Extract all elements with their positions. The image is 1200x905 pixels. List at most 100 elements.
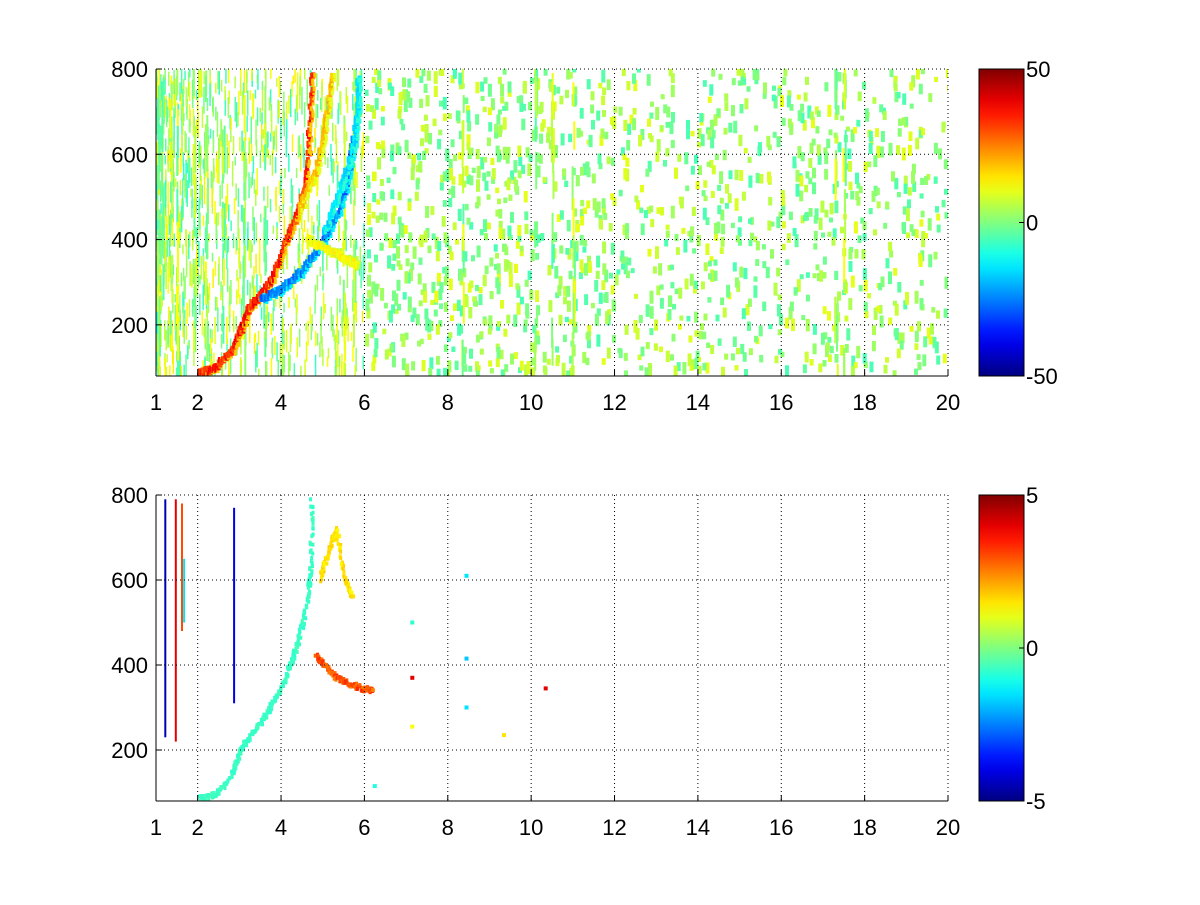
heatmap-cell bbox=[776, 267, 781, 277]
heatmap-cell bbox=[451, 346, 456, 353]
heatmap-cell bbox=[328, 95, 332, 101]
heatmap-cell bbox=[209, 83, 211, 106]
heatmap-cell bbox=[257, 330, 260, 346]
heatmap-cell bbox=[296, 72, 299, 96]
isolated-point bbox=[543, 686, 548, 691]
heatmap-cell bbox=[158, 283, 160, 300]
heatmap-cell bbox=[907, 199, 911, 209]
heatmap-cell bbox=[310, 137, 314, 143]
heatmap-cell bbox=[944, 276, 948, 289]
heatmap-cell bbox=[261, 86, 264, 112]
heatmap-cell bbox=[279, 81, 281, 95]
heatmap-cell bbox=[368, 262, 373, 273]
heatmap-cell bbox=[885, 258, 890, 269]
heatmap-cell bbox=[785, 259, 790, 266]
heatmap-cell bbox=[273, 290, 278, 297]
heatmap-cell bbox=[270, 700, 274, 705]
heatmap-cell bbox=[260, 213, 262, 223]
heatmap-cell bbox=[797, 110, 802, 122]
heatmap-cell bbox=[255, 119, 257, 146]
heatmap-cell bbox=[250, 729, 254, 734]
heatmap-cell bbox=[439, 282, 444, 293]
heatmap-cell bbox=[812, 324, 817, 335]
heatmap-cell bbox=[212, 268, 214, 289]
heatmap-cell bbox=[195, 89, 198, 100]
heatmap-cell bbox=[614, 274, 619, 286]
heatmap-cell bbox=[330, 158, 333, 176]
heatmap-cell bbox=[159, 296, 161, 321]
heatmap-cell bbox=[318, 200, 321, 227]
heatmap-cell bbox=[718, 73, 723, 80]
heatmap-cell bbox=[195, 119, 198, 134]
heatmap-cell bbox=[814, 208, 819, 220]
heatmap-cell bbox=[803, 92, 808, 102]
heatmap-cell bbox=[610, 285, 615, 295]
heatmap-cell bbox=[377, 70, 382, 80]
heatmap-cell bbox=[659, 125, 664, 131]
heatmap-cell bbox=[424, 129, 429, 143]
heatmap-cell bbox=[479, 348, 484, 355]
heatmap-cell bbox=[697, 365, 702, 374]
heatmap-cell bbox=[236, 759, 240, 764]
heatmap-cell bbox=[276, 227, 278, 240]
heatmap-cell bbox=[623, 352, 628, 361]
heatmap-cell bbox=[488, 325, 493, 332]
heatmap-cell bbox=[409, 269, 413, 282]
heatmap-cell bbox=[896, 348, 901, 359]
heatmap-cell bbox=[384, 233, 389, 242]
heatmap-cell bbox=[309, 108, 314, 115]
heatmap-cell bbox=[415, 314, 420, 326]
heatmap-cell bbox=[848, 161, 852, 172]
heatmap-cell bbox=[338, 207, 343, 214]
heatmap-cell bbox=[215, 106, 217, 121]
heatmap-cell bbox=[252, 156, 255, 174]
heatmap-cell bbox=[800, 103, 805, 112]
heatmap-cell bbox=[325, 561, 329, 566]
heatmap-cell bbox=[478, 287, 483, 294]
heatmap-cell bbox=[219, 185, 221, 207]
heatmap-cell bbox=[162, 219, 165, 257]
heatmap-cell bbox=[295, 650, 299, 654]
heatmap-cell bbox=[374, 98, 379, 110]
heatmap-cell bbox=[299, 144, 302, 172]
heatmap-cell bbox=[352, 125, 357, 131]
heatmap-cell bbox=[300, 207, 304, 213]
heatmap-cell bbox=[302, 133, 305, 158]
heatmap-cell bbox=[332, 673, 336, 678]
heatmap-cell bbox=[462, 241, 465, 273]
heatmap-cell bbox=[219, 134, 221, 155]
heatmap-cell bbox=[755, 172, 760, 184]
heatmap-cell bbox=[264, 206, 267, 247]
heatmap-cell bbox=[267, 131, 269, 148]
heatmap-cell bbox=[161, 296, 163, 307]
heatmap-cell bbox=[284, 680, 288, 685]
heatmap-cell bbox=[375, 82, 380, 93]
heatmap-cell bbox=[180, 210, 182, 233]
heatmap-cell bbox=[464, 203, 469, 211]
heatmap-cell bbox=[285, 665, 289, 670]
heatmap-cell bbox=[894, 177, 899, 190]
heatmap-cell bbox=[896, 192, 901, 198]
heatmap-cell bbox=[159, 88, 162, 118]
heatmap-cell bbox=[166, 354, 168, 363]
heatmap-cell bbox=[552, 101, 557, 112]
heatmap-cell bbox=[602, 87, 607, 96]
heatmap-cell bbox=[239, 77, 242, 96]
heatmap-cell bbox=[844, 315, 849, 322]
heatmap-cell bbox=[288, 232, 293, 239]
heatmap-cell bbox=[298, 642, 302, 647]
heatmap-cell bbox=[182, 163, 185, 181]
heatmap-cell bbox=[225, 195, 227, 220]
heatmap-cell bbox=[317, 147, 322, 154]
heatmap-cell bbox=[354, 264, 357, 303]
heatmap-cell bbox=[297, 243, 300, 263]
heatmap-cell bbox=[384, 349, 389, 360]
heatmap-cell bbox=[185, 133, 187, 153]
heatmap-cell bbox=[168, 306, 170, 325]
heatmap-cell bbox=[296, 110, 299, 121]
heatmap-cell bbox=[574, 249, 579, 262]
heatmap-cell bbox=[559, 95, 564, 105]
heatmap-cell bbox=[873, 229, 877, 236]
heatmap-cell bbox=[400, 225, 405, 238]
heatmap-cell bbox=[237, 338, 241, 344]
